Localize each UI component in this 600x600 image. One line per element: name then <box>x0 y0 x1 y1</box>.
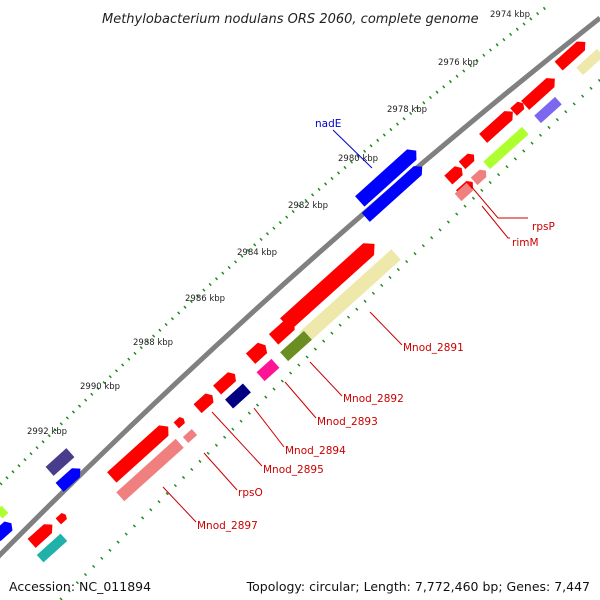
gene-Mnod-2894[interactable] <box>225 383 251 409</box>
gene-arrow[interactable] <box>510 100 526 116</box>
genome-summary-text: Topology: circular; Length: 7,772,460 bp… <box>246 579 590 594</box>
tick-label-2988: 2988 kbp <box>133 338 173 348</box>
gene-arrow[interactable] <box>458 151 478 170</box>
gene-rpsO[interactable] <box>182 429 198 443</box>
genome-backbone <box>0 16 600 559</box>
leader-lines <box>162 129 528 523</box>
gene-label-rpsO: rpsO <box>238 487 263 499</box>
gene-label-Mnod-2891: Mnod_2891 <box>403 342 464 354</box>
tick-label-2982: 2982 kbp <box>288 201 328 211</box>
tick-label-2978: 2978 kbp <box>387 105 427 115</box>
tick-label-2992: 2992 kbp <box>27 427 67 437</box>
gene-label-Mnod-2894: Mnod_2894 <box>285 445 346 457</box>
gene-arrow[interactable] <box>470 167 490 186</box>
gene-label-Mnod-2893: Mnod_2893 <box>317 416 378 428</box>
gene-Mnod-2892[interactable] <box>280 330 312 362</box>
tick-label-2990: 2990 kbp <box>80 382 120 392</box>
gene-Mnod-2895[interactable] <box>193 391 217 414</box>
gene-bar[interactable] <box>534 96 562 124</box>
tick-label-2984: 2984 kbp <box>237 248 277 258</box>
gene-label-Mnod-2895: Mnod_2895 <box>263 464 324 476</box>
gene-bar[interactable] <box>36 533 68 563</box>
gene-arrow[interactable] <box>444 164 465 185</box>
gene-label-Mnod-2897: Mnod_2897 <box>197 520 258 532</box>
gene-arrow[interactable] <box>521 74 559 110</box>
gene-label-nadE: nadE <box>315 118 341 130</box>
tick-label-2974: 2974 kbp <box>490 10 530 20</box>
gene-Mnod-2897[interactable] <box>116 438 184 502</box>
gene-arrow[interactable] <box>55 512 69 525</box>
gene-arrow[interactable] <box>27 520 57 548</box>
gene-arrow[interactable] <box>479 107 517 143</box>
gene-bar[interactable] <box>299 249 401 343</box>
gene-arrow[interactable] <box>554 37 590 71</box>
tick-label-2986: 2986 kbp <box>185 294 225 304</box>
gene-arrow[interactable] <box>0 519 15 542</box>
gene-label-Mnod-2892: Mnod_2892 <box>343 393 404 405</box>
gene-bar[interactable] <box>0 505 9 519</box>
accession-text: Accession: NC_011894 <box>9 579 152 594</box>
gene-label-rimM: rimM <box>512 237 539 249</box>
gene-arrow[interactable] <box>268 315 299 345</box>
gene-bar[interactable] <box>483 126 529 170</box>
tick-label-2980: 2980 kbp <box>338 154 378 164</box>
gene-nadE[interactable] <box>355 145 421 207</box>
gene-Mnod-2891[interactable] <box>280 238 380 331</box>
genome-title: Methylobacterium nodulans ORS 2060, comp… <box>102 12 479 27</box>
gene-arrow[interactable] <box>107 421 173 483</box>
gene-arrow[interactable] <box>245 340 270 364</box>
gene-arrow[interactable] <box>173 416 187 429</box>
gene-nadE-copy[interactable] <box>361 162 427 222</box>
gene-bar[interactable] <box>454 182 474 202</box>
gene-arrow[interactable] <box>213 370 239 395</box>
gene-Mnod-2893[interactable] <box>256 358 280 382</box>
gene-bar[interactable] <box>576 48 600 76</box>
gene-bar[interactable] <box>45 448 75 476</box>
gene-label-rpsP: rpsP <box>532 221 555 233</box>
gene-arrow[interactable] <box>55 464 85 492</box>
tick-label-2976: 2976 kbp <box>438 58 478 68</box>
